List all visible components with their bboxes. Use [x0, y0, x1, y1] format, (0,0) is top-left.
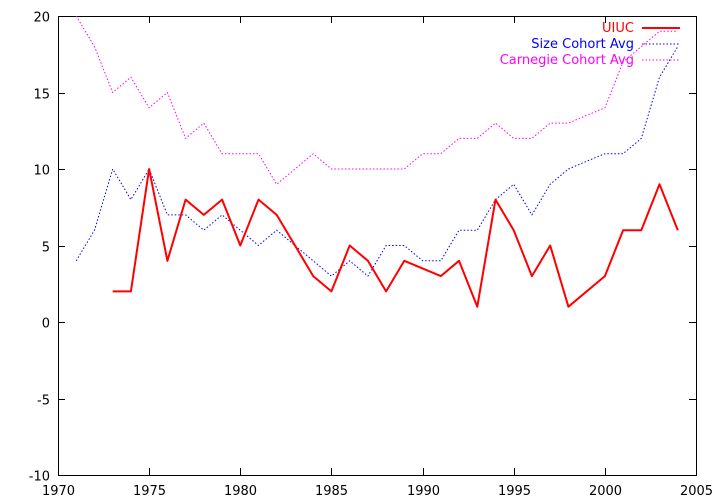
legend-label-uiuc: UIUC — [602, 21, 634, 36]
y-tick-label-5: 5 — [42, 241, 50, 256]
series-lines — [75, 15, 679, 308]
series-line-carnegie-cohort-avg — [75, 15, 678, 185]
x-tick-label-2000: 2000 — [589, 484, 622, 499]
y-tick-label--5: -5 — [37, 394, 50, 409]
y-tick-label--10: -10 — [29, 470, 50, 485]
plot-frame — [58, 16, 697, 476]
x-tick-label-2005: 2005 — [680, 484, 713, 499]
x-tick-label-1990: 1990 — [407, 484, 440, 499]
legend: UIUC Size Cohort Avg Carnegie Cohort Avg — [500, 21, 680, 68]
x-tick-label-1975: 1975 — [133, 484, 166, 499]
y-tick-label-15: 15 — [33, 88, 50, 103]
axis-ticks — [58, 16, 697, 476]
series-line-uiuc — [112, 168, 679, 308]
x-tick-label-1995: 1995 — [498, 484, 531, 499]
y-tick-label-0: 0 — [42, 317, 50, 332]
legend-label-carnegie-cohort-avg: Carnegie Cohort Avg — [500, 53, 634, 68]
y-tick-label-20: 20 — [33, 11, 50, 26]
legend-label-size-cohort-avg: Size Cohort Avg — [531, 37, 634, 52]
x-tick-label-1980: 1980 — [224, 484, 257, 499]
y-tick-label-10: 10 — [33, 164, 50, 179]
x-tick-label-1985: 1985 — [315, 484, 348, 499]
axis-tick-labels: 1970 1975 1980 1985 1990 1995 2000 2005 -10 -5 0 5 1… — [29, 11, 713, 500]
x-tick-label-1970: 1970 — [42, 484, 75, 499]
series-line-size-cohort-avg — [75, 46, 679, 277]
